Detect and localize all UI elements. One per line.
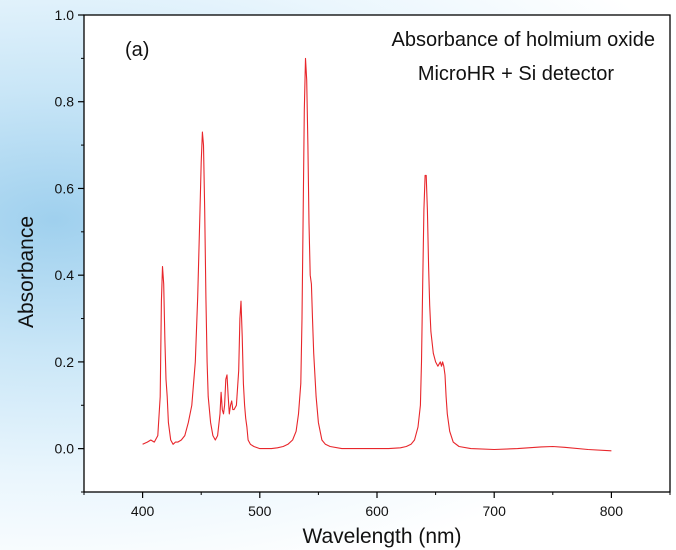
y-tick-label: 0.2 — [55, 354, 75, 370]
y-tick-label: 0.0 — [55, 441, 75, 457]
series-line-absorbance — [142, 57, 612, 452]
x-tick-label: 600 — [365, 503, 389, 519]
x-tick-label: 800 — [600, 503, 624, 519]
chart-title: Absorbance of holmium oxide — [392, 29, 655, 51]
x-axis-title: Wavelength (nm) — [302, 525, 461, 548]
x-tick-label: 400 — [131, 503, 155, 519]
y-tick-label: 1.0 — [55, 7, 75, 23]
panel-label: (a) — [125, 39, 149, 61]
y-axis-title: Absorbance — [15, 216, 38, 328]
y-axis-ticks: 0.0 0.2 0.4 0.6 0.8 1.0 — [55, 7, 84, 493]
plot-frame — [83, 14, 671, 493]
y-tick-label: 0.8 — [55, 94, 75, 110]
y-tick-label: 0.6 — [55, 180, 75, 196]
x-tick-label: 500 — [248, 503, 272, 519]
y-tick-label: 0.4 — [55, 267, 75, 283]
chart-subtitle: MicroHR + Si detector — [418, 63, 615, 85]
x-axis-ticks: 400 500 600 700 800 — [83, 492, 671, 519]
x-tick-label: 700 — [483, 503, 507, 519]
